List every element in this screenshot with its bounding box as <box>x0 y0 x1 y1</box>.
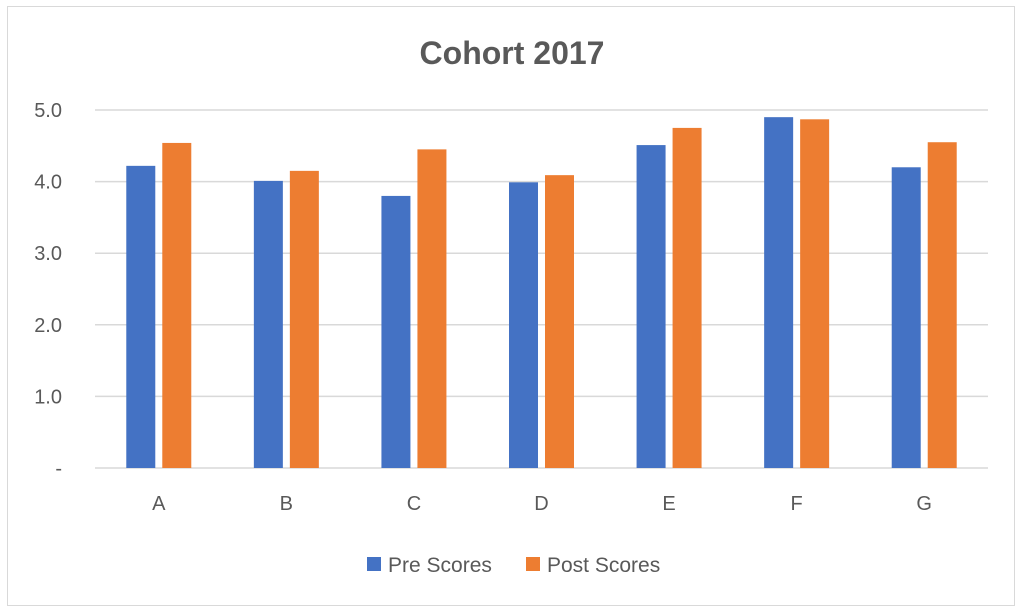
bar-post-e <box>672 127 702 469</box>
legend-label: Pre Scores <box>388 554 492 577</box>
y-tick-label: - <box>55 458 62 480</box>
x-axis-ticks: A B C D E F G <box>152 493 932 515</box>
bar-post-c <box>417 149 447 468</box>
bar-post-f <box>800 119 830 469</box>
bar-post-a <box>162 142 192 468</box>
x-tick-label: E <box>662 493 675 515</box>
x-tick-label: C <box>407 493 421 515</box>
legend: Pre Scores Post Scores <box>367 554 660 577</box>
legend-swatch <box>526 557 540 571</box>
bar-post-b <box>289 170 319 469</box>
bars <box>126 117 957 469</box>
bar-post-g <box>927 142 957 468</box>
y-tick-label: 4.0 <box>34 172 62 194</box>
chart-title: Cohort 2017 <box>420 35 605 71</box>
gridlines <box>95 109 988 469</box>
bar-pre-c <box>381 195 411 469</box>
bar-pre-b <box>253 180 283 468</box>
x-tick-label: F <box>791 493 803 515</box>
bar-pre-f <box>764 117 794 468</box>
y-tick-label: 1.0 <box>34 386 62 408</box>
bar-pre-d <box>509 182 538 469</box>
legend-swatch <box>367 557 381 571</box>
y-axis-ticks: - 1.0 2.0 3.0 4.0 5.0 <box>34 100 62 480</box>
bar-post-d <box>545 175 574 468</box>
bar-pre-e <box>636 145 666 469</box>
legend-label: Post Scores <box>547 554 660 577</box>
y-tick-label: 2.0 <box>34 315 62 337</box>
bar-pre-a <box>126 165 156 468</box>
y-tick-label: 5.0 <box>34 100 62 122</box>
y-tick-label: 3.0 <box>34 243 62 265</box>
x-tick-label: G <box>916 493 932 515</box>
x-tick-label: B <box>280 493 293 515</box>
bar-pre-g <box>891 167 921 468</box>
x-tick-label: D <box>534 493 548 515</box>
x-tick-label: A <box>152 493 166 515</box>
